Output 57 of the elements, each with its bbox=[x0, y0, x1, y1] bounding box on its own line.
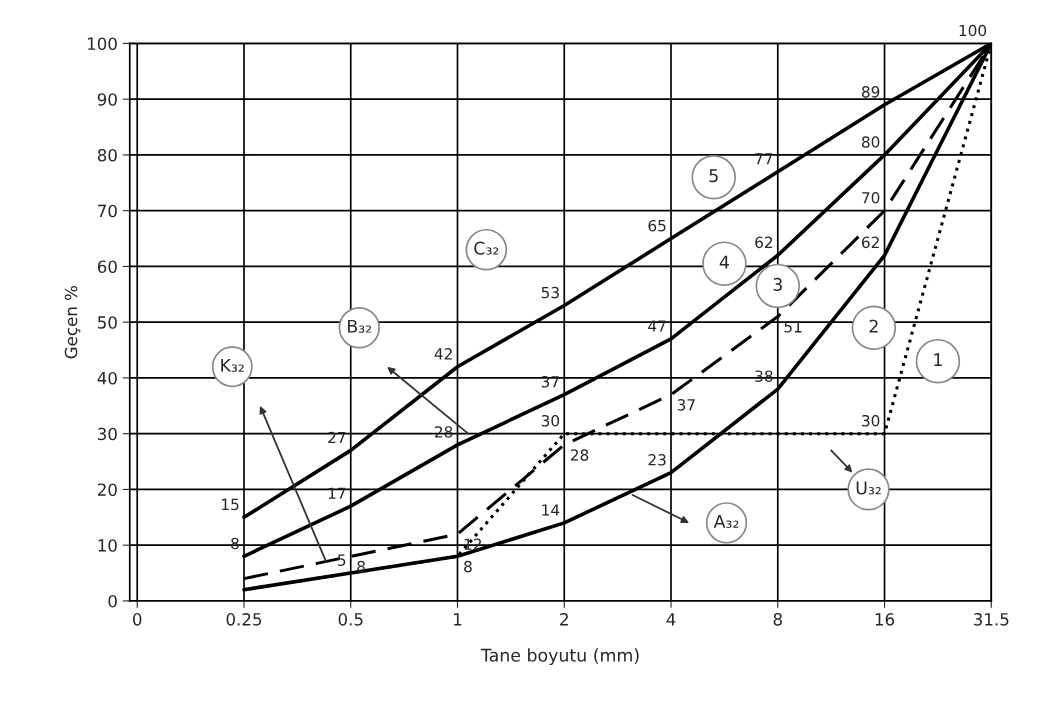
annotation: A₃₂ bbox=[713, 515, 739, 528]
y-axis-title: Geçen % bbox=[64, 285, 81, 359]
y-tick-label: 10 bbox=[98, 539, 117, 552]
data-label: 65 bbox=[648, 219, 666, 232]
data-label: 23 bbox=[648, 454, 666, 466]
data-label: 42 bbox=[434, 348, 452, 360]
y-tick-label: 80 bbox=[97, 148, 117, 162]
annotation: K₃₂ bbox=[221, 358, 244, 372]
annotation: C₃₂ bbox=[474, 241, 499, 255]
y-tick-label: 20 bbox=[97, 483, 117, 496]
series-label: 3 bbox=[773, 277, 782, 291]
x-tick-label: 1 bbox=[454, 613, 462, 626]
data-label: 80 bbox=[861, 136, 880, 148]
y-tick-label: 40 bbox=[97, 371, 117, 385]
x-tick-label: 31.5 bbox=[974, 613, 1009, 626]
y-tick-label: 0 bbox=[108, 594, 117, 608]
x-tick-label: 8 bbox=[773, 613, 782, 626]
data-label: 89 bbox=[861, 86, 880, 98]
data-label: 5 bbox=[338, 554, 346, 566]
x-tick-label: 0.5 bbox=[338, 613, 363, 626]
data-label: 14 bbox=[542, 504, 560, 516]
y-tick-label: 100 bbox=[87, 37, 117, 51]
data-label: 70 bbox=[862, 192, 880, 204]
data-label: 37 bbox=[541, 375, 559, 388]
x-tick-label: 4 bbox=[666, 613, 676, 626]
data-label: 28 bbox=[570, 449, 589, 461]
data-label: 77 bbox=[755, 153, 773, 165]
annotation: B₃₂ bbox=[348, 319, 372, 333]
data-label: 8 bbox=[357, 560, 365, 573]
data-label: 30 bbox=[541, 414, 560, 427]
series-label: 1 bbox=[934, 353, 942, 366]
data-label: 8 bbox=[464, 560, 472, 573]
x-tick-label: 0.25 bbox=[226, 613, 262, 626]
data-label: 62 bbox=[861, 236, 879, 249]
y-tick-label: 70 bbox=[98, 204, 117, 218]
x-tick-label: 16 bbox=[875, 613, 895, 626]
series-label: 5 bbox=[709, 169, 718, 183]
data-label: 27 bbox=[328, 431, 346, 444]
data-label: 17 bbox=[328, 487, 346, 499]
y-tick-label: 50 bbox=[98, 316, 117, 329]
data-label: 53 bbox=[541, 286, 559, 299]
y-tick-label: 60 bbox=[97, 260, 117, 273]
data-label: 15 bbox=[222, 498, 239, 511]
x-axis-title: Tane boyutu (mm) bbox=[480, 648, 639, 666]
data-label: 37 bbox=[677, 399, 695, 411]
data-label: 51 bbox=[784, 321, 802, 333]
x-tick-label: 0 bbox=[133, 613, 142, 626]
y-tick-label: 30 bbox=[98, 427, 117, 441]
series-label: 4 bbox=[719, 255, 729, 269]
data-label: 62 bbox=[755, 236, 773, 249]
data-label: 30 bbox=[862, 414, 880, 427]
data-label: 47 bbox=[648, 320, 666, 332]
series-label: 2 bbox=[869, 319, 878, 333]
y-tick-label: 90 bbox=[97, 93, 117, 106]
data-label: 100 bbox=[959, 24, 987, 37]
x-tick-label: 2 bbox=[560, 613, 568, 626]
annotation: U₃₂ bbox=[856, 481, 881, 495]
